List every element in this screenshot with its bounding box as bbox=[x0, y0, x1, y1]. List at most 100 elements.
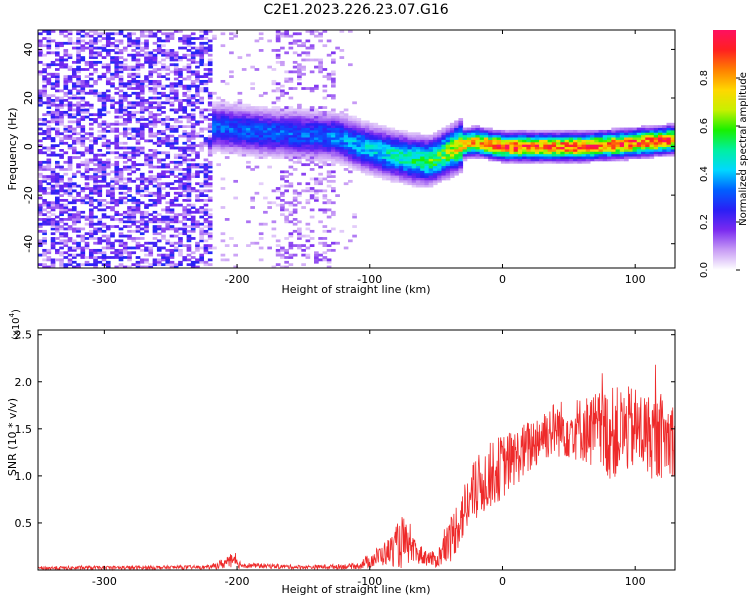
spectrogram-cell bbox=[220, 79, 226, 83]
spectrogram-cell bbox=[322, 258, 328, 262]
spectrogram-cell bbox=[135, 87, 141, 90]
spectrogram-cell bbox=[173, 70, 179, 74]
spectrogram-cell bbox=[212, 34, 217, 38]
spectrogram-cell bbox=[284, 251, 289, 255]
spectrogram-cell bbox=[46, 191, 52, 195]
spectrogram-cell bbox=[343, 146, 349, 150]
spectrogram-cell bbox=[93, 113, 98, 117]
spectrogram-cell bbox=[326, 53, 332, 57]
spectrogram-cell bbox=[131, 113, 137, 117]
spectrogram-cell bbox=[80, 103, 86, 107]
spectrogram-cell bbox=[190, 227, 196, 231]
spectrogram-cell bbox=[352, 144, 357, 148]
spectrogram-cell bbox=[449, 151, 455, 155]
spectrogram-cell bbox=[42, 160, 47, 164]
spectrogram-cell bbox=[445, 144, 451, 148]
spectrogram-cell bbox=[381, 134, 387, 138]
spectrogram-cell bbox=[615, 153, 621, 157]
spectrogram-cell bbox=[356, 163, 362, 167]
spectrogram-cell bbox=[186, 213, 192, 217]
spectrogram-cell bbox=[653, 153, 659, 157]
spectrogram-cell bbox=[88, 103, 94, 107]
spectrogram-cell bbox=[59, 106, 64, 109]
spectrogram-cell bbox=[615, 146, 621, 150]
spectrogram-cell bbox=[284, 132, 289, 136]
colorbar-tick-label: 0.6 bbox=[699, 118, 710, 134]
spectrogram-cell bbox=[152, 106, 158, 109]
spectrogram-cell bbox=[585, 160, 591, 164]
spectrogram-cell bbox=[284, 237, 289, 240]
spectrogram-cell bbox=[462, 144, 468, 148]
spectrogram-cell bbox=[93, 172, 98, 176]
spectrogram-cell bbox=[148, 156, 154, 159]
spectrogram-cell bbox=[263, 210, 268, 214]
spectrogram-cell bbox=[343, 158, 349, 162]
spectrogram-cell bbox=[169, 220, 175, 224]
spectrogram-cell bbox=[42, 75, 47, 78]
spectrogram-cell bbox=[309, 70, 315, 74]
spectrogram-cell bbox=[224, 110, 230, 114]
spectrogram-cell bbox=[220, 113, 226, 117]
spectrogram-cell bbox=[59, 58, 64, 62]
spectrogram-cell bbox=[80, 115, 86, 119]
spectrogram-cell bbox=[658, 144, 663, 148]
spectrogram-cell bbox=[199, 170, 205, 174]
spectrogram-cell bbox=[318, 146, 323, 150]
spectrogram-cell bbox=[59, 187, 64, 190]
spectrogram-cell bbox=[190, 113, 196, 117]
spectrogram-cell bbox=[195, 46, 200, 50]
spectrogram-cell bbox=[38, 239, 43, 243]
spectrogram-cell bbox=[195, 225, 200, 228]
spectrogram-cell bbox=[127, 72, 132, 76]
spectrogram-cell bbox=[237, 151, 243, 155]
spectrogram-cell bbox=[398, 168, 404, 171]
spectrogram-cell bbox=[250, 168, 255, 171]
spectrogram-cell bbox=[114, 32, 120, 36]
spectrogram-cell bbox=[148, 265, 154, 269]
spectrogram-cell bbox=[63, 65, 69, 69]
spectrogram-cell bbox=[297, 125, 302, 128]
spectrogram-cell bbox=[165, 56, 171, 59]
spectrogram-cell bbox=[93, 179, 98, 183]
spectrogram-cell bbox=[161, 120, 166, 124]
spectrogram-cell bbox=[169, 129, 175, 133]
spectrogram-cell bbox=[611, 137, 616, 140]
spectrogram-cell bbox=[118, 115, 124, 119]
spectrogram-cell bbox=[71, 108, 77, 112]
spectrogram-cell bbox=[199, 75, 205, 78]
spectrogram-cell bbox=[156, 158, 162, 162]
spectrogram-cell bbox=[54, 153, 60, 157]
spectrogram-cell bbox=[564, 129, 570, 133]
spectrogram-cell bbox=[331, 77, 336, 81]
spectrogram-cell bbox=[135, 163, 141, 167]
spectrogram-cell bbox=[67, 165, 73, 169]
spectrogram-cell bbox=[97, 201, 103, 205]
spectrogram-cell bbox=[250, 127, 255, 131]
spectrogram-cell bbox=[165, 253, 171, 257]
spectrogram-cell bbox=[611, 144, 616, 148]
spectrogram-cell bbox=[54, 84, 60, 88]
spectrogram-cell bbox=[297, 63, 302, 67]
spectrogram-cell bbox=[195, 120, 200, 124]
spectrogram-cell bbox=[161, 237, 166, 240]
spectrogram-cell bbox=[381, 144, 387, 148]
spectrogram-cell bbox=[331, 60, 336, 64]
spectrogram-cell bbox=[139, 227, 145, 231]
spectrogram-cell bbox=[305, 256, 311, 259]
spectrogram-cell bbox=[649, 144, 655, 148]
spectrogram-cell bbox=[314, 113, 319, 117]
spectrogram-cell bbox=[76, 75, 81, 78]
spectrogram-cell bbox=[348, 170, 353, 174]
spectrogram-cell bbox=[352, 120, 357, 124]
spectrogram-cell bbox=[110, 208, 115, 212]
spectrogram-cell bbox=[135, 120, 141, 124]
spectrogram-cell bbox=[139, 218, 145, 221]
y-tick-label: 2.5 bbox=[15, 329, 33, 342]
spectrogram-cell bbox=[97, 115, 103, 119]
spectrogram-cell bbox=[139, 232, 145, 236]
spectrogram-cell bbox=[156, 75, 162, 78]
spectrogram-cell bbox=[118, 30, 124, 33]
spectrogram-cell bbox=[216, 139, 222, 143]
spectrogram-cell bbox=[573, 146, 578, 150]
spectrogram-cell bbox=[373, 141, 379, 145]
